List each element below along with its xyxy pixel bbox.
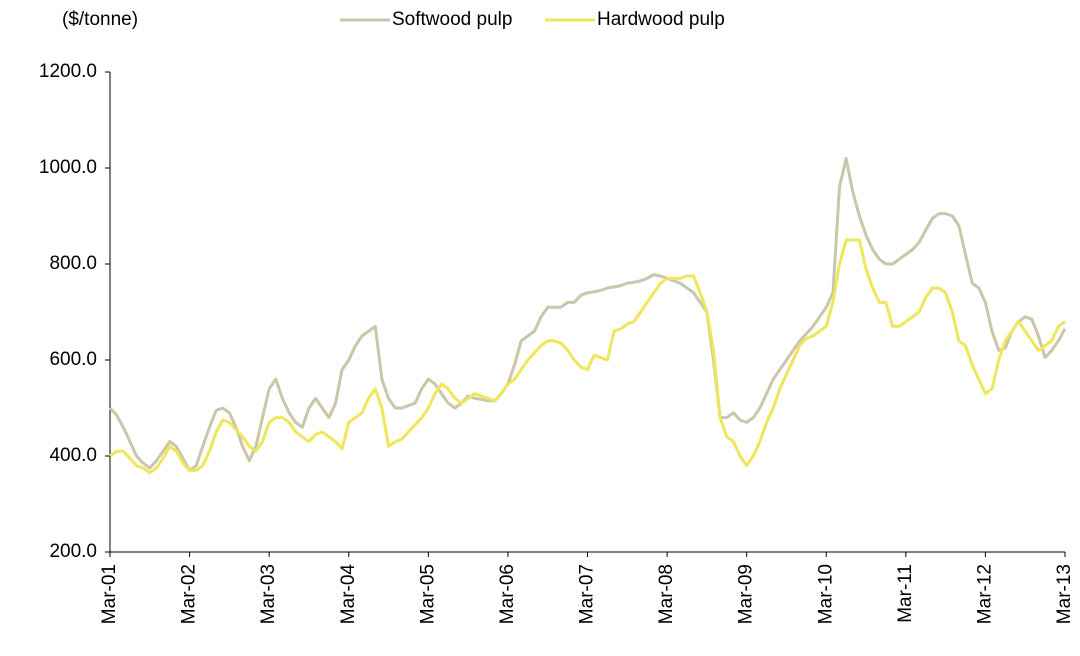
legend-label: Softwood pulp: [392, 9, 512, 30]
y-tick-label: 1200.0: [39, 61, 97, 82]
x-tick-label: Mar-09: [736, 564, 757, 624]
x-tick-label: Mar-03: [258, 564, 279, 624]
y-tick-label: 200.0: [49, 541, 97, 562]
x-tick-label: Mar-05: [417, 564, 438, 624]
x-tick-label: Mar-01: [99, 564, 120, 624]
y-axis-label: ($/tonne): [62, 9, 138, 30]
y-tick-label: 800.0: [49, 253, 97, 274]
series-line: [108, 156, 1067, 472]
x-tick-label: Mar-12: [974, 564, 995, 624]
x-tick-label: Mar-08: [656, 564, 677, 624]
x-tick-label: Mar-06: [497, 564, 518, 624]
series-line: [109, 238, 1066, 475]
x-tick-label: Mar-11: [895, 564, 916, 623]
x-tick-label: Mar-04: [338, 564, 359, 625]
y-tick-label: 600.0: [49, 349, 97, 370]
x-tick-label: Mar-07: [577, 564, 598, 624]
x-tick-label: Mar-13: [1054, 564, 1075, 624]
x-tick-label: Mar-02: [179, 564, 200, 624]
x-tick-label: Mar-10: [815, 564, 836, 624]
legend-label: Hardwood pulp: [597, 9, 725, 30]
y-tick-label: 1000.0: [39, 157, 97, 178]
y-tick-label: 400.0: [49, 445, 97, 466]
